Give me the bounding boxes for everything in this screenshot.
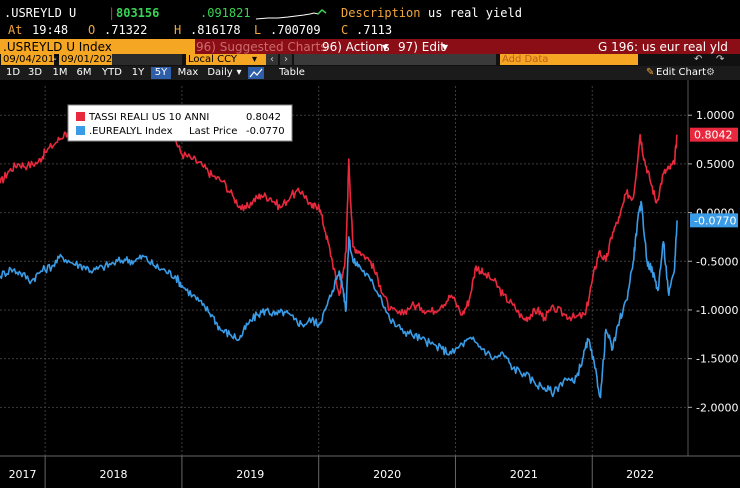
security-title[interactable]: .USREYLD U Index — [3, 40, 112, 54]
high-label: H — [174, 23, 182, 37]
gear-icon[interactable]: ⚙ — [706, 67, 715, 78]
x-tick-label: 2020 — [373, 468, 401, 481]
suggested-charts-button[interactable]: 96) Suggested Charts — [196, 40, 327, 54]
period-button[interactable]: 3D — [27, 67, 43, 78]
x-tick-label: 2018 — [100, 468, 128, 481]
y-tick-label: 1.0000 — [696, 109, 735, 122]
legend: TASSI REALI US 10 ANNI 0.8042 .EUREALYL … — [67, 104, 293, 142]
last-value-tag-1 — [690, 127, 738, 142]
close-value: .7113 — [356, 23, 393, 37]
last-value-labels: 0.8042 -0.0770 — [690, 127, 738, 228]
open-label: O — [88, 23, 96, 37]
x-tick-label: 2021 — [510, 468, 538, 481]
last-value-text-2: -0.0770 — [694, 214, 736, 227]
legend-swatch-blue — [76, 126, 85, 135]
range-row: 09/04/2017 - 09/01/2022 Local CCY ▾ ‹ › … — [0, 54, 740, 66]
last-value-text-1: 0.8042 — [694, 129, 733, 142]
chart-title-right: G 196: us eur real yld — [598, 40, 728, 54]
low-value: .700709 — [270, 23, 321, 37]
edit-caret-icon[interactable]: ▾ — [442, 40, 449, 54]
menu-bar: .USREYLD U Index 96) Suggested Charts 96… — [0, 39, 740, 54]
net-change: .091821 — [200, 6, 251, 20]
legend-series-2-extra: Last Price — [189, 126, 237, 137]
actions-button[interactable]: 96) Actions — [322, 40, 390, 54]
range-bar — [294, 54, 496, 65]
legend-series-2-name: .EUREALYL Index — [89, 126, 173, 137]
line-chart: 1.00000.50000.0000-0.5000-1.0000-1.5000-… — [0, 80, 740, 488]
prev-arrow-icon[interactable]: ‹ — [266, 54, 278, 65]
security-box[interactable] — [0, 39, 195, 54]
y-tick-label: 0.5000 — [696, 158, 735, 171]
period-button[interactable]: 1Y — [131, 67, 145, 78]
start-date-field[interactable]: 09/04/2017 — [1, 54, 61, 65]
frequency-select[interactable]: Daily — [207, 67, 233, 78]
date-gap — [112, 54, 182, 65]
next-arrow-icon[interactable]: › — [280, 54, 292, 65]
y-tick-label: -1.5000 — [696, 353, 738, 366]
x-axis: 2017 2018 2019 2020 2021 2022 — [0, 455, 740, 488]
frequency-caret-icon[interactable]: ▾ — [236, 67, 242, 78]
series-line-2 — [0, 200, 678, 399]
open-value: .71322 — [104, 23, 148, 37]
edit-chart-button[interactable]: Edit Chart — [656, 67, 707, 78]
ticker[interactable]: .USREYLD U — [4, 6, 77, 20]
y-tick-label: -0.5000 — [696, 255, 738, 268]
close-label: C — [341, 23, 349, 37]
period-button[interactable]: 1D — [5, 67, 21, 78]
undo-icon[interactable]: ↶ — [694, 54, 703, 65]
redo-icon[interactable]: ↷ — [716, 54, 725, 65]
quote-row-1: .USREYLD U | 803156 .091821 Description … — [0, 6, 740, 22]
edit-chart-icon[interactable]: ✎ — [646, 67, 655, 78]
last-value-tag-2 — [690, 213, 738, 228]
period-button-selected[interactable]: 5Y — [151, 67, 171, 79]
period-button[interactable]: YTD — [102, 67, 122, 78]
x-tick-label: 2022 — [626, 468, 654, 481]
table-button[interactable]: Table — [279, 67, 305, 78]
x-tick-label: 2019 — [236, 468, 264, 481]
legend-series-2-value: -0.0770 — [246, 126, 285, 137]
low-label: L — [254, 23, 262, 37]
quote-row-2: At 19:48 O .71322 H .816178 L .700709 C … — [0, 23, 740, 39]
legend-swatch-red — [76, 112, 85, 121]
line-chart-icon[interactable] — [248, 67, 264, 79]
legend-series-1-name: TASSI REALI US 10 ANNI — [88, 112, 209, 123]
period-button[interactable]: 6M — [76, 67, 92, 78]
legend-series-1-value: 0.8042 — [246, 112, 281, 123]
high-value: .816178 — [190, 23, 241, 37]
time-label: At — [8, 23, 23, 37]
time-value: 19:48 — [32, 23, 69, 37]
period-button[interactable]: 1M — [52, 67, 68, 78]
y-tick-label: -2.0000 — [696, 401, 738, 414]
actions-caret-icon[interactable]: ▾ — [382, 40, 389, 54]
period-button[interactable]: Max — [177, 67, 199, 78]
x-axis-background — [0, 456, 740, 488]
currency-caret-icon[interactable]: ▾ — [252, 54, 258, 65]
legend-box — [67, 104, 293, 142]
end-date-field[interactable]: 09/01/2022 — [59, 54, 119, 65]
description-value: us real yield — [428, 6, 522, 20]
down-tick-icon: | — [108, 6, 116, 20]
add-data-field[interactable]: Add Data — [500, 54, 638, 65]
currency-select[interactable]: Local CCY — [186, 54, 266, 65]
period-row: 1D 3D 1M 6M YTD 1Y 5Y Max Daily ▾ Table … — [0, 66, 740, 80]
last-price: 803156 — [116, 6, 160, 20]
description-label: Description — [341, 6, 421, 20]
y-axis-background — [688, 80, 740, 488]
date-separator: - — [53, 54, 57, 65]
sparkline-icon — [255, 9, 327, 20]
y-tick-label: -1.0000 — [696, 304, 738, 317]
edit-button[interactable]: 97) Edit — [398, 40, 446, 54]
x-tick-label: 2017 — [9, 468, 37, 481]
